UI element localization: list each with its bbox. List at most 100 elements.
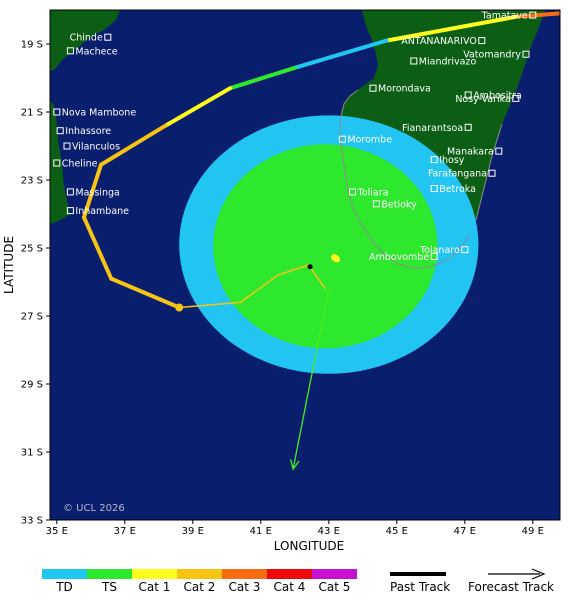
plot-frame: [49, 9, 561, 521]
past-track-segment: [228, 65, 297, 91]
past-track-segment: [82, 215, 114, 281]
place-marker-icon: [372, 200, 380, 208]
place-vatomandry: Vatomandry: [463, 50, 530, 61]
legend-swatch: [87, 569, 132, 579]
forecast-track-legend-label: Forecast Track: [468, 580, 554, 594]
place-marker-icon: [349, 188, 357, 196]
past-track-segment: [99, 123, 168, 167]
y-axis-ticks: 19 S 21 S 23 S 25 S 27 S 29 S 31 S 33 S: [21, 40, 50, 527]
place-label: Ihosy: [439, 155, 465, 166]
place-marker-icon: [522, 50, 530, 58]
place-marker-icon: [430, 156, 438, 164]
forecast-arrow-icon: [289, 459, 300, 471]
forecast-position-marker: [331, 254, 341, 263]
place-marker-icon: [464, 91, 472, 99]
place-label: Inhambane: [75, 206, 129, 217]
x-tick-label: 45 E: [386, 526, 408, 537]
legend-category-label: Cat 2: [184, 580, 216, 594]
place-label: Toliara: [357, 187, 389, 198]
y-tick-label: 27 S: [21, 312, 43, 323]
place-marker-icon: [464, 123, 472, 131]
legend-category-label: Cat 1: [139, 580, 171, 594]
place-marker-icon: [53, 159, 61, 167]
legend-swatch: [267, 569, 312, 579]
place-betioky: Betioky: [372, 199, 417, 210]
legend-category-label: Cat 5: [319, 580, 351, 594]
place-morondava: Morondava: [369, 84, 431, 95]
x-tick-label: 39 E: [182, 526, 204, 537]
place-marker-icon: [512, 94, 520, 102]
past-track-segment: [163, 86, 233, 128]
legend-swatch: [312, 569, 357, 579]
y-tick-label: 29 S: [21, 380, 43, 391]
place-label: Nova Mambone: [62, 108, 137, 119]
place-label: Betioky: [381, 199, 417, 210]
place-marker-icon: [461, 246, 469, 254]
place-label: Machece: [75, 46, 117, 57]
legend-category-label: Cat 4: [274, 580, 306, 594]
place-label: ANTANANARIVO: [401, 36, 477, 47]
past-track-segment: [292, 38, 389, 70]
wind-radii: [179, 115, 479, 374]
place-tolanaro: Tolanaro: [419, 245, 469, 256]
legend-swatch: [177, 569, 222, 579]
forecast-arrow-icon: [531, 568, 546, 580]
place-label: Farafangana: [428, 169, 487, 180]
place-marker-icon: [529, 11, 537, 19]
place-ambovombe: Ambovombe: [369, 252, 438, 263]
place-label: Miandrivazo: [419, 57, 477, 68]
x-tick-label: 49 E: [522, 526, 544, 537]
place-marker-icon: [56, 127, 64, 135]
place-fianarantsoa: Fianarantsoa: [402, 123, 472, 134]
ts-wind-radius: [213, 144, 438, 349]
x-axis-title: LONGITUDE: [274, 539, 344, 553]
forecast-track-line: [292, 288, 330, 470]
past-track-segment: [109, 276, 182, 310]
x-tick-label: 43 E: [318, 526, 340, 537]
place-label: Betroka: [439, 184, 476, 195]
legend-swatch: [222, 569, 267, 579]
place-tamatave: Tamatave: [481, 11, 537, 22]
y-tick-label: 21 S: [21, 108, 43, 119]
legend-category-label: Cat 3: [229, 580, 261, 594]
place-label: Fianarantsoa: [402, 123, 463, 134]
place-marker-icon: [338, 135, 346, 143]
place-label: Ambovombe: [369, 252, 429, 263]
place-inhambane: Inhambane: [66, 206, 129, 217]
place-label: Cheline: [62, 159, 98, 170]
place-marker-icon: [495, 147, 503, 155]
category-swatches: [42, 569, 357, 579]
forecast-track: [289, 254, 341, 471]
x-tick-label: 35 E: [46, 526, 68, 537]
past-track-segment: [384, 14, 518, 43]
place-label: Chinde: [70, 33, 103, 44]
place-massinga: Massinga: [66, 187, 120, 198]
legend-swatch: [132, 569, 177, 579]
place-marker-icon: [369, 84, 377, 92]
place-betroka: Betroka: [430, 184, 476, 195]
y-tick-label: 31 S: [21, 448, 43, 459]
place-ihosy: Ihosy: [430, 155, 465, 166]
x-tick-label: 41 E: [250, 526, 272, 537]
place-nosy-varika: Nosy-Varika: [455, 94, 520, 105]
place-vilanculos: Vilanculos: [63, 142, 120, 153]
place-marker-icon: [53, 108, 61, 116]
place-label: Ambositra: [473, 91, 522, 102]
place-label: Manakara: [447, 147, 494, 158]
place-label: Vilanculos: [72, 142, 120, 153]
place-marker-icon: [66, 47, 74, 55]
place-marker-icon: [478, 37, 486, 45]
recent-track-line: [179, 264, 327, 309]
place-label: Inhassore: [65, 126, 111, 137]
past-track-legend-label: Past Track: [390, 580, 450, 594]
place-antananarivo: ANTANANARIVO: [401, 36, 486, 47]
madagascar-coastline: [339, 89, 503, 269]
past-track: [82, 11, 560, 312]
place-labels: Chinde Machece Nova Mambone Inhassore Vilanc…: [53, 11, 537, 263]
place-marker-icon: [430, 253, 438, 260]
place-toliara: Toliara: [349, 187, 389, 198]
place-label: Nosy-Varika: [455, 94, 510, 105]
place-label: Vatomandry: [463, 50, 521, 61]
place-ambositra: Ambositra: [464, 91, 522, 102]
